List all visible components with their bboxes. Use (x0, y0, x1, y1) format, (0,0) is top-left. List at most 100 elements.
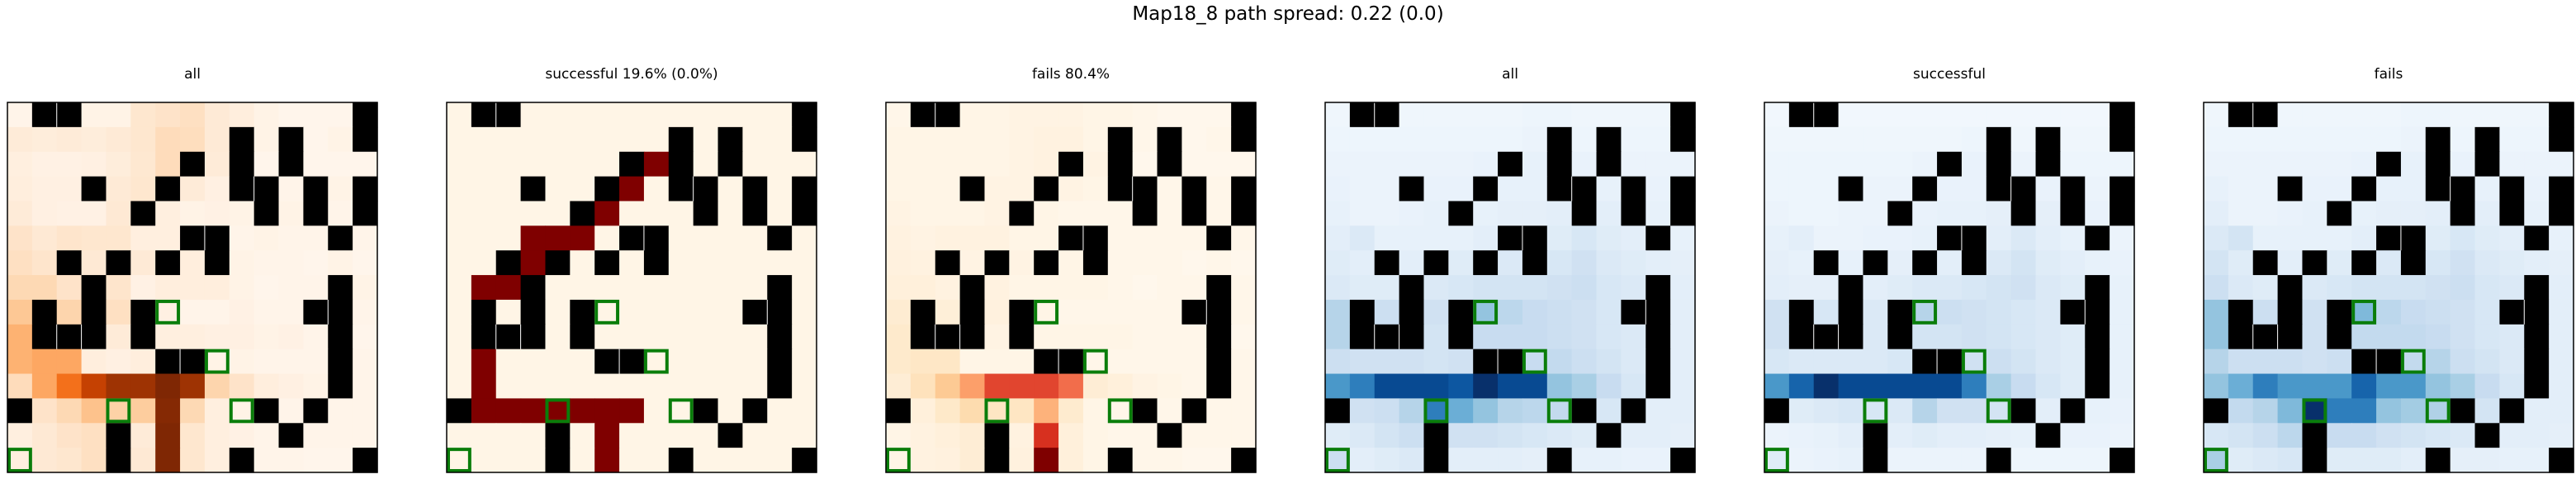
heat-cell (1937, 250, 1963, 276)
heat-cell (56, 275, 83, 301)
heat-cell (792, 225, 817, 251)
heat-cell (1961, 102, 1987, 128)
wall-cell (1937, 151, 1963, 178)
heat-cell (910, 225, 936, 251)
target-marker (2400, 349, 2426, 374)
heat-cell (1374, 398, 1400, 424)
heat-cell (2400, 176, 2427, 202)
wall-cell (1522, 225, 1548, 251)
heat-cell (910, 398, 936, 424)
heat-cell (1571, 102, 1598, 128)
heat-cell (1646, 151, 1671, 178)
wall-cell (2376, 349, 2402, 375)
wall-cell (2524, 225, 2550, 251)
heat-cell (717, 299, 743, 325)
heat-cell (81, 102, 107, 128)
wall-cell (1231, 126, 1257, 153)
heat-cell (2204, 102, 2229, 128)
wall-cell (204, 250, 230, 276)
heat-cell (278, 275, 304, 301)
heat-cell (2204, 250, 2229, 276)
wall-cell (1546, 126, 1573, 153)
heat-cell (328, 448, 353, 473)
heat-cell (1646, 126, 1671, 153)
heat-cell (1937, 299, 1963, 325)
heat-cell (2010, 448, 2037, 473)
wall-cell (545, 250, 571, 276)
heat-cell (2376, 423, 2402, 448)
heat-cell (570, 349, 595, 375)
heat-cell (2302, 349, 2327, 375)
wall-cell (1082, 225, 1109, 251)
heat-cell (7, 102, 33, 128)
heat-cell (81, 373, 107, 399)
heat-cell (935, 373, 961, 399)
heat-cell (253, 324, 280, 350)
heat-cell (1082, 349, 1109, 375)
heat-cell (935, 423, 961, 448)
heat-cell (1181, 373, 1207, 399)
wall-cell (2474, 151, 2500, 178)
heat-cell (2204, 126, 2229, 153)
heat-cell (1670, 324, 1696, 350)
wall-cell (1231, 176, 1257, 202)
wall-cell (2277, 324, 2304, 350)
heat-cell (495, 201, 522, 226)
heat-cell (717, 349, 743, 375)
wall-cell (959, 176, 986, 202)
heat-cell (1764, 423, 1790, 448)
wall-cell (693, 398, 719, 424)
heat-cell (1349, 448, 1376, 473)
heat-cell (1157, 201, 1182, 226)
heat-cell (910, 423, 936, 448)
wall-cell (1498, 349, 1523, 375)
heat-cell (106, 275, 131, 301)
heat-cell (1670, 423, 1696, 448)
heat-cell (1912, 225, 1938, 251)
heat-cell (303, 151, 329, 178)
heat-cell (935, 349, 961, 375)
heat-cell (155, 102, 181, 128)
heat-cell (1206, 423, 1232, 448)
heat-cell (959, 102, 986, 128)
heat-cell (643, 398, 670, 424)
heat-cell (1034, 102, 1059, 128)
wall-cell (910, 324, 936, 350)
heat-cell (2549, 423, 2574, 448)
heat-cell (1325, 225, 1351, 251)
wall-cell (106, 423, 131, 448)
wall-cell (2110, 102, 2135, 128)
heat-cell (1107, 349, 1134, 375)
heat-cell (1571, 324, 1598, 350)
heat-cell (1034, 423, 1059, 448)
heat-cell (742, 126, 768, 153)
heat-cell (447, 126, 472, 153)
heat-cell (2400, 398, 2427, 424)
heat-cell (1132, 349, 1158, 375)
wall-cell (717, 151, 743, 178)
heat-cell (2228, 250, 2254, 276)
heat-cell (594, 225, 620, 251)
heat-cell (1349, 373, 1376, 399)
heat-cell (1863, 275, 1888, 301)
axes-frame (2203, 102, 2574, 473)
heat-cell (229, 201, 255, 226)
heat-cell (1546, 398, 1573, 424)
heat-cell (2425, 275, 2451, 301)
wall-cell (2524, 275, 2550, 301)
heat-cell (447, 324, 472, 350)
heat-cell (1571, 423, 1598, 448)
heat-cell (1961, 201, 1987, 226)
heat-cell (1448, 373, 1474, 399)
heat-cell (2425, 225, 2451, 251)
wall-cell (1646, 324, 1671, 350)
wall-cell (2327, 324, 2352, 350)
heat-cell (1646, 398, 1671, 424)
heat-cell (2060, 151, 2086, 178)
heat-cell (7, 324, 33, 350)
heat-cell (204, 324, 230, 350)
heat-cell (1009, 349, 1035, 375)
heat-cell (1522, 102, 1548, 128)
wall-cell (1887, 324, 1913, 350)
heat-cell (7, 225, 33, 251)
